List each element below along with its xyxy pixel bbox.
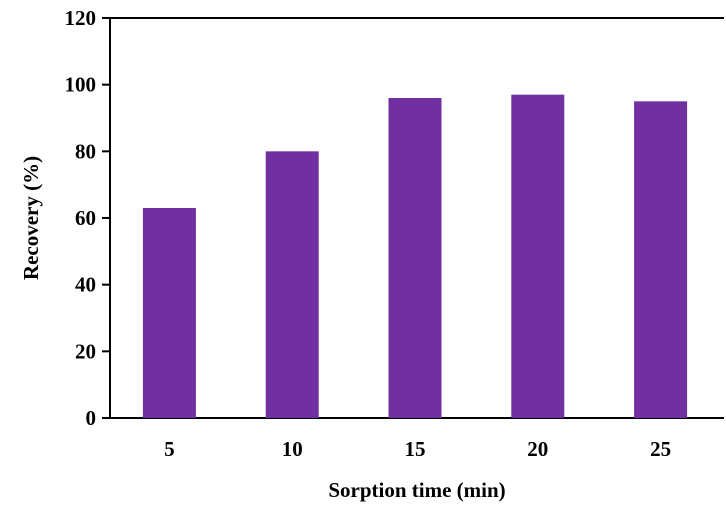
y-axis-label: Recovery (%) <box>19 156 43 280</box>
x-tick-label: 15 <box>405 437 426 461</box>
x-tick-label: 20 <box>527 437 548 461</box>
y-tick-label: 120 <box>65 6 97 30</box>
bar-25 <box>634 101 688 418</box>
y-tick-label: 0 <box>86 406 97 430</box>
x-axis-label: Sorption time (min) <box>328 478 505 502</box>
x-tick-label: 25 <box>650 437 671 461</box>
y-tick-label: 100 <box>65 73 97 97</box>
bar-15 <box>388 98 442 418</box>
bars-group <box>142 94 688 419</box>
x-tick-label: 5 <box>164 437 175 461</box>
x-axis-ticks: 5 10 15 20 25 <box>164 437 671 461</box>
y-tick-label: 80 <box>75 139 96 163</box>
y-tick-label: 60 <box>75 206 96 230</box>
bar-5 <box>142 208 196 418</box>
bar-20 <box>511 94 565 419</box>
y-tick-label: 40 <box>75 273 96 297</box>
bar-10 <box>265 151 319 419</box>
y-tick-label: 20 <box>75 339 96 363</box>
y-axis-ticks: 0 20 40 60 80 100 120 <box>65 6 110 430</box>
x-tick-label: 10 <box>282 437 303 461</box>
